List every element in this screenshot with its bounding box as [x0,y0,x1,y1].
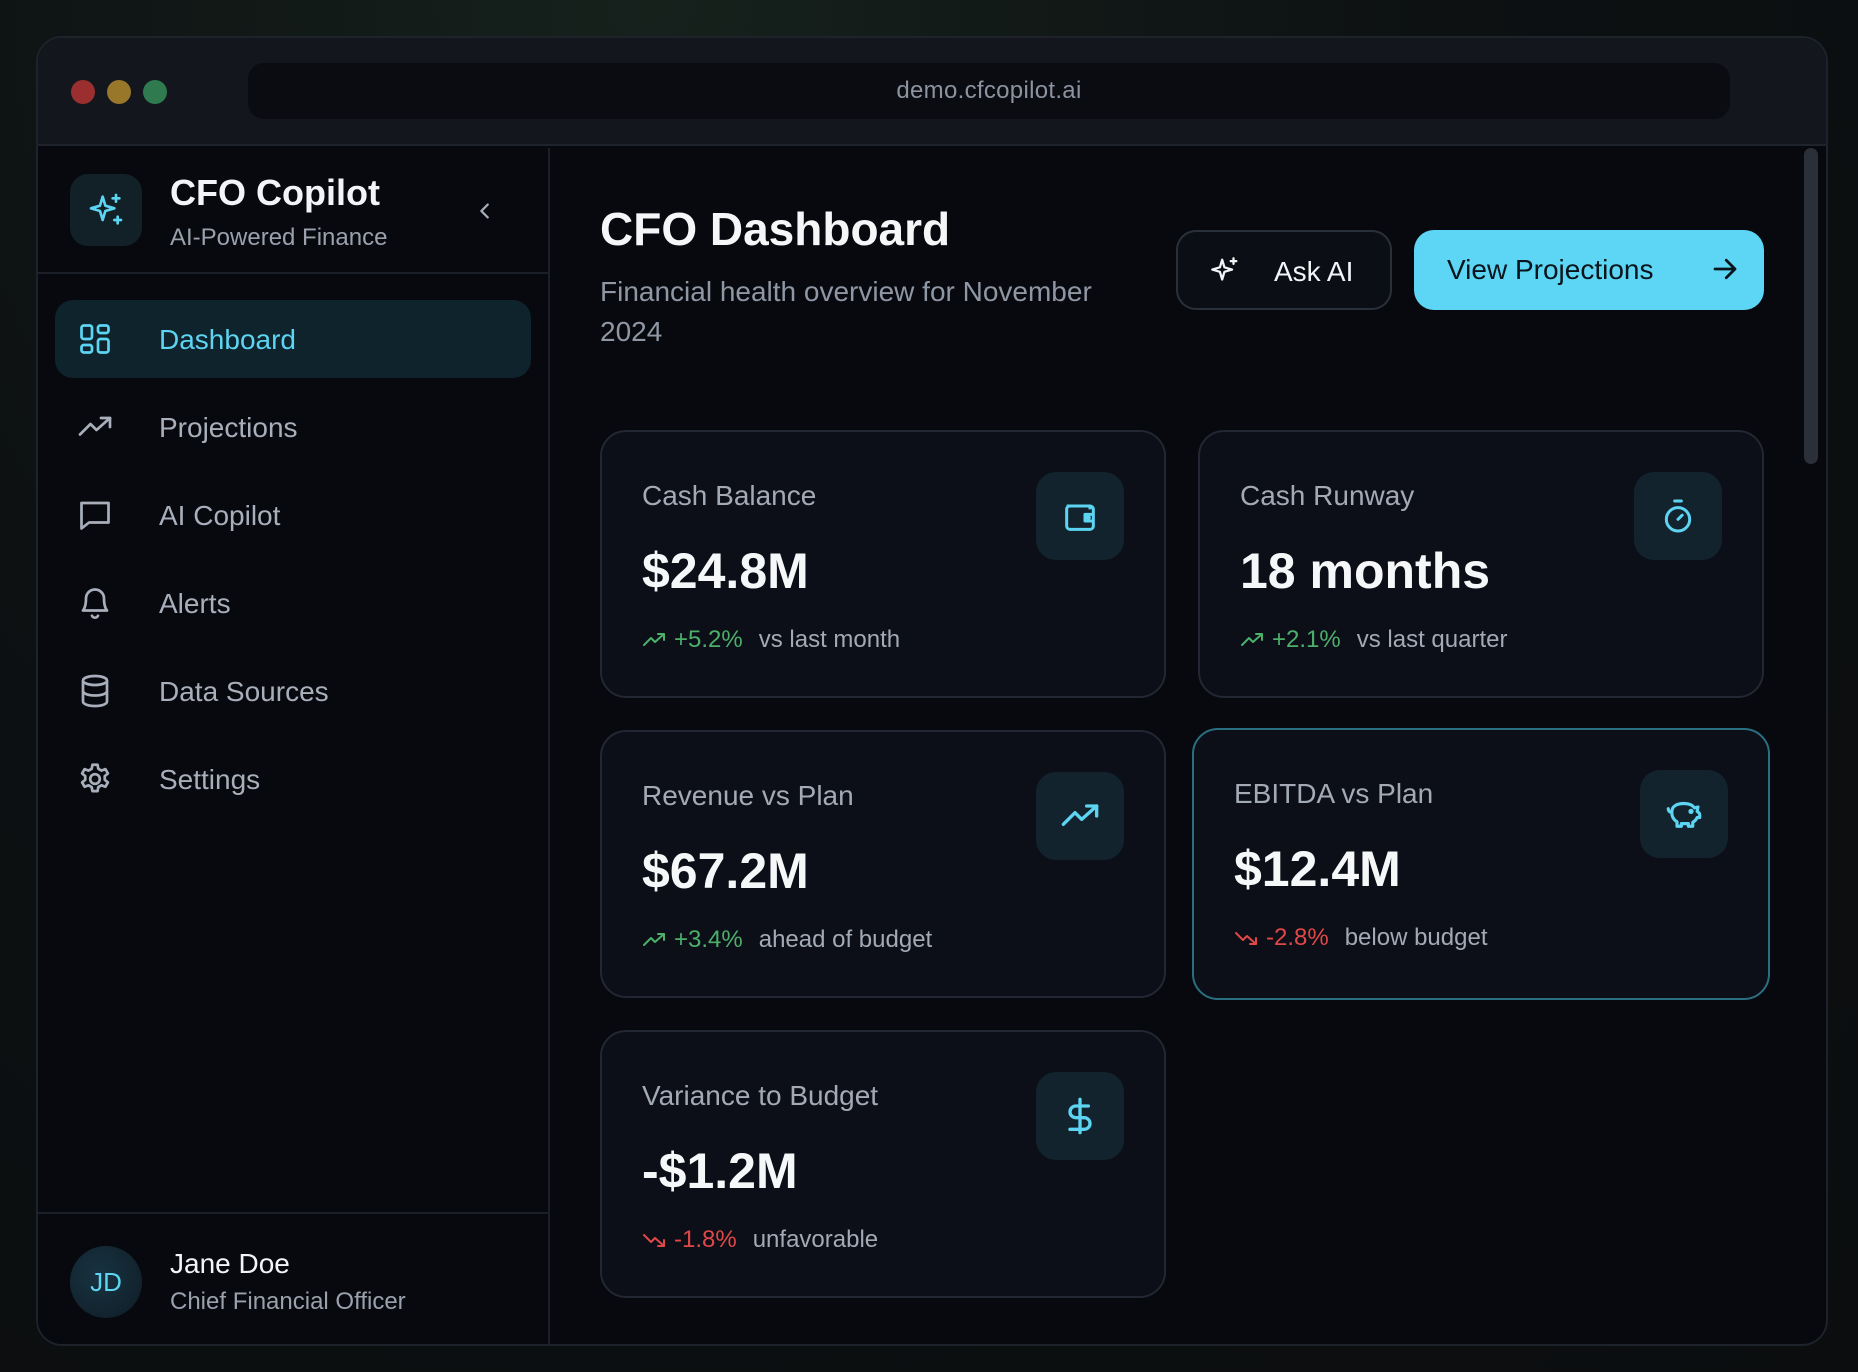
card-context: below budget [1344,924,1488,951]
card-trend: +3.4% ahead of budget [642,926,932,954]
address-bar[interactable]: demo.cfcopilot.ai [248,63,1730,119]
card-context: ahead of budget [758,926,933,953]
page-subtitle: Financial health overview for November 2… [600,276,1092,347]
collapse-sidebar-button[interactable] [470,196,500,226]
sidebar-item-dashboard[interactable]: Dashboard [55,300,531,378]
brand-name: CFO Copilot [170,172,380,213]
close-window-button[interactable] [71,80,95,104]
card-title: EBITDA vs Plan [1234,778,1434,809]
card-value: 18 months [1240,543,1491,599]
card-trend: -1.8% unfavorable [642,1226,878,1254]
metric-card-revenue-vs-plan[interactable]: Revenue vs Plan $67.2M +3.4% ahead of bu… [600,730,1166,998]
metric-card-cash-balance[interactable]: Cash Balance $24.8M +5.2% vs last month [600,430,1166,698]
trending-up-icon [78,416,112,436]
brand-header: CFO Copilot AI-Powered Finance [38,148,548,274]
view-projections-button[interactable]: View Projections [1414,230,1764,310]
maximize-window-button[interactable] [143,80,167,104]
user-role: Chief Financial Officer [170,1288,406,1315]
sidebar-item-projections[interactable]: Projections [55,388,531,466]
ask-ai-label: Ask AI [1274,256,1354,287]
metric-card-variance-to-budget[interactable]: Variance to Budget -$1.2M -1.8% unfavora… [600,1030,1166,1298]
card-value: $24.8M [642,543,809,599]
card-change: +2.1% [1272,626,1341,653]
card-value: -$1.2M [642,1143,798,1199]
sparkles-logo-icon [70,174,142,246]
sidebar-item-alerts[interactable]: Alerts [55,564,531,642]
sidebar-item-label: Projections [159,412,298,443]
card-context: vs last quarter [1356,626,1508,653]
trend-up-icon [643,633,665,646]
sidebar-item-label: AI Copilot [159,500,281,531]
arrow-right-icon [1713,258,1737,280]
metric-card-cash-runway[interactable]: Cash Runway 18 months +2.1% vs last quar… [1198,430,1764,698]
minimize-window-button[interactable] [107,80,131,104]
sidebar: CFO Copilot AI-Powered Finance Dashboard… [38,148,550,1344]
piggy-bank-icon [1640,770,1728,858]
user-name: Jane Doe [170,1248,290,1279]
metric-card-ebitda-vs-plan[interactable]: EBITDA vs Plan $12.4M -2.8% below budget [1192,728,1770,1000]
trend-up-icon [643,933,665,946]
page-title: CFO Dashboard [600,203,951,255]
card-trend: +2.1% vs last quarter [1240,626,1507,654]
card-context: unfavorable [752,1226,879,1253]
card-change: +3.4% [674,926,743,953]
browser-titlebar: demo.cfcopilot.ai [38,38,1826,146]
timer-icon [1634,472,1722,560]
card-change: -1.8% [674,1226,737,1253]
card-title: Cash Runway [1240,480,1415,511]
dashboard-grid-icon [80,324,110,354]
view-projections-label: View Projections [1447,254,1654,285]
card-trend: +5.2% vs last month [642,626,900,654]
card-context: vs last month [758,626,901,653]
card-value: $12.4M [1234,841,1401,897]
wallet-icon [1036,472,1124,560]
sidebar-item-data-sources[interactable]: Data Sources [55,652,531,730]
card-title: Variance to Budget [642,1080,879,1111]
chat-icon [80,501,110,530]
sidebar-item-label: Dashboard [159,324,296,355]
ask-ai-button[interactable]: Ask AI [1176,230,1392,310]
sidebar-item-label: Data Sources [159,676,329,707]
avatar: JD [70,1246,142,1318]
card-trend: -2.8% below budget [1234,924,1487,952]
browser-window: demo.cfcopilot.ai CFO Copilot AI-Powered… [36,36,1828,1346]
card-change: -2.8% [1266,924,1329,951]
sidebar-item-ai-copilot[interactable]: AI Copilot [55,476,531,554]
sparkles-icon [1211,257,1238,281]
gear-icon [80,763,110,793]
card-value: $67.2M [642,843,809,899]
dollar-icon [1036,1072,1124,1160]
sidebar-item-label: Alerts [159,588,231,619]
scrollbar-thumb[interactable] [1804,148,1818,464]
trend-down-icon [1235,932,1257,945]
sidebar-item-settings[interactable]: Settings [55,740,531,818]
trend-down-icon [643,1234,665,1247]
bell-icon [81,588,109,619]
trend-up-icon [1241,633,1263,646]
main-content: CFO Dashboard Financial health overview … [552,148,1826,1344]
card-change: +5.2% [674,626,743,653]
brand-tagline: AI-Powered Finance [170,224,388,251]
sidebar-item-label: Settings [159,764,261,795]
user-profile[interactable]: JD Jane Doe Chief Financial Officer [38,1212,548,1344]
chevron-left-icon [480,203,489,219]
card-title: Revenue vs Plan [642,780,854,811]
trending-up-icon [1036,772,1124,860]
card-title: Cash Balance [642,480,817,511]
database-icon [81,674,109,708]
